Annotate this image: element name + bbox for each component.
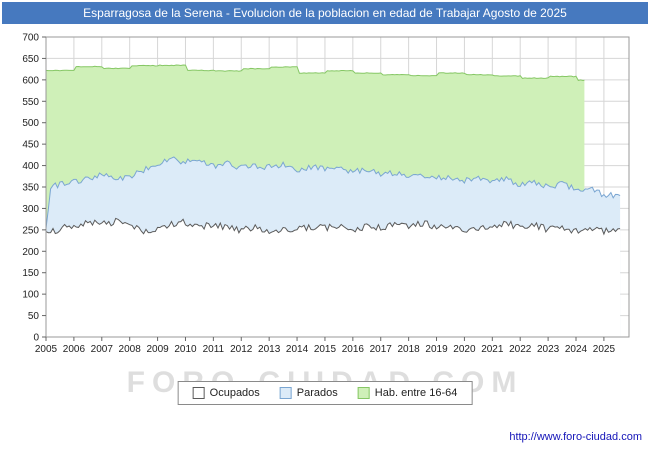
svg-text:100: 100 [22,290,39,301]
svg-text:2014: 2014 [286,344,309,355]
svg-text:150: 150 [22,268,39,279]
svg-text:2023: 2023 [537,344,560,355]
svg-text:250: 250 [22,225,39,236]
svg-text:2021: 2021 [481,344,504,355]
legend-label-ocupados: Ocupados [209,387,260,399]
x-axis-labels: 2005 2006 2007 2008 2009 2010 2011 2012 2013 2014… [35,344,616,355]
svg-text:2011: 2011 [203,344,225,355]
svg-text:2016: 2016 [342,344,365,355]
legend-item-ocupados: Ocupados [192,387,260,399]
svg-text:50: 50 [28,311,40,322]
foro-ciudad-link[interactable]: http://www.foro-ciudad.com [509,431,642,443]
svg-text:450: 450 [22,140,39,151]
line-parados [45,156,621,229]
svg-text:200: 200 [22,247,39,258]
legend-label-hab-16-64: Hab. entre 16-64 [374,387,458,399]
svg-text:2008: 2008 [119,344,142,355]
svg-text:700: 700 [22,33,39,44]
svg-text:2025: 2025 [593,344,616,355]
svg-text:2022: 2022 [509,344,532,355]
svg-text:500: 500 [22,118,39,129]
legend-swatch-parados [279,387,292,399]
population-area-chart: 0 50 100 150 200 250 300 350 400 450 500 550 600 650 7… [22,33,630,355]
svg-text:2018: 2018 [398,344,421,355]
svg-text:2020: 2020 [453,344,476,355]
area-ocupados [46,218,621,337]
svg-text:400: 400 [22,161,39,172]
svg-text:350: 350 [22,183,39,194]
line-hab-16-64 [45,64,585,82]
svg-text:300: 300 [22,204,39,215]
y-axis-labels: 0 50 100 150 200 250 300 350 400 450 500 550 600 650 7… [22,33,39,344]
legend-item-hab-16-64: Hab. entre 16-64 [357,387,458,399]
svg-text:2006: 2006 [63,344,86,355]
svg-text:600: 600 [22,75,39,86]
svg-text:2019: 2019 [425,344,448,355]
svg-text:2010: 2010 [174,344,197,355]
svg-text:2013: 2013 [258,344,281,355]
svg-text:2012: 2012 [230,344,253,355]
legend: Ocupados Parados Hab. entre 16-64 [177,381,473,405]
legend-label-parados: Parados [296,387,338,399]
svg-text:550: 550 [22,97,39,108]
legend-item-parados: Parados [279,387,338,399]
svg-text:650: 650 [22,54,39,65]
svg-text:2009: 2009 [146,344,169,355]
line-ocupados [45,217,621,236]
axis-ticks [42,36,605,341]
svg-text:2005: 2005 [35,344,58,355]
svg-text:2017: 2017 [370,344,393,355]
svg-text:2007: 2007 [91,344,114,355]
chart-title: Esparragosa de la Serena - Evolucion de … [2,2,648,24]
svg-text:2015: 2015 [314,344,337,355]
legend-swatch-ocupados [192,387,205,399]
series-group [45,64,621,337]
svg-text:0: 0 [33,333,39,344]
legend-swatch-hab-16-64 [357,387,370,399]
svg-text:2024: 2024 [565,344,588,355]
